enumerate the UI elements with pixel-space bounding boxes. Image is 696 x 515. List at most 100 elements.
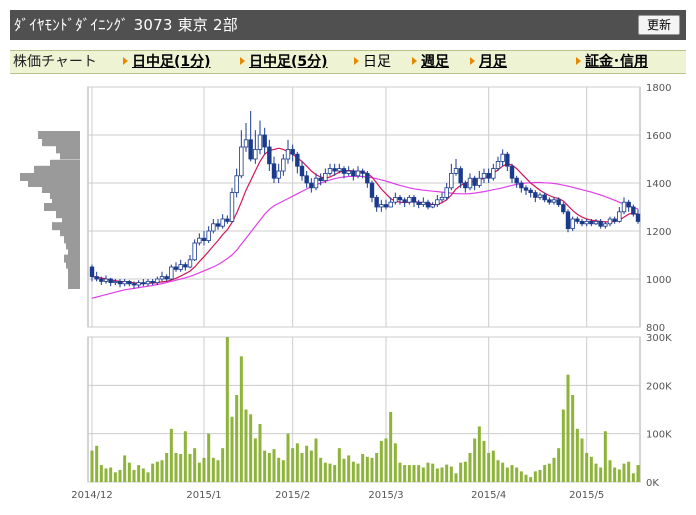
candlestick: [243, 123, 249, 152]
candlestick: [122, 279, 127, 287]
candlestick: [612, 216, 617, 224]
candlestick: [183, 262, 188, 271]
volume-bar: [365, 456, 369, 482]
volume-bar: [636, 465, 640, 482]
candle-body-up: [206, 230, 211, 242]
volume-profile-bar: [42, 185, 80, 193]
candlestick: [416, 199, 421, 209]
volume-bar: [631, 473, 635, 482]
volume-bar: [319, 457, 323, 482]
volume-tick-label: 0K: [646, 478, 659, 489]
x-tick-label: 2015/5: [569, 490, 604, 501]
candle-body-up: [239, 146, 244, 177]
volume-bar: [272, 449, 276, 482]
candle-body-up: [435, 199, 440, 206]
candlestick: [304, 171, 309, 188]
candle-body-down: [598, 220, 603, 227]
candlestick: [290, 144, 295, 162]
candlestick: [523, 185, 529, 195]
volume-bar: [263, 450, 267, 482]
volume-bar: [137, 465, 141, 482]
candle-body-down: [267, 146, 272, 165]
x-tick-label: 2014/12: [71, 490, 113, 501]
volume-bar: [356, 463, 360, 482]
candle-body-down: [201, 237, 207, 241]
candlestick: [281, 154, 286, 176]
volume-bar: [482, 440, 486, 482]
volume-bar: [207, 433, 211, 482]
volume-profile-bar: [68, 267, 80, 276]
refresh-button[interactable]: 更新: [637, 15, 680, 35]
volume-profile-bar: [68, 275, 80, 283]
candle-body-up: [593, 220, 599, 225]
candlestick: [113, 279, 118, 285]
nav-margin-credit[interactable]: 証金･信用: [576, 51, 648, 73]
nav-intraday-1min[interactable]: 日中足(1分): [123, 51, 211, 73]
candlestick: [556, 197, 561, 207]
volume-profile-bar: [68, 281, 80, 289]
volume-bar: [328, 463, 332, 482]
candle-body-down: [579, 220, 585, 225]
candle-body-down: [127, 280, 132, 285]
candle-body-down: [589, 220, 594, 225]
candle-body-up: [187, 259, 193, 268]
nav-intraday-5min[interactable]: 日中足(5分): [240, 51, 328, 73]
title-bar: ﾀﾞｲﾔﾓﾝﾄﾞﾀﾞｲﾆﾝｸﾞ 3073 東京 2部 更新: [10, 10, 686, 40]
volume-profile-bar: [52, 222, 80, 231]
candle-body-down: [383, 204, 389, 208]
candlestick: [178, 259, 183, 272]
volume-bar: [258, 424, 262, 482]
volume-bar: [594, 463, 598, 482]
candlestick: [402, 197, 407, 207]
candle-body-down: [561, 204, 566, 213]
candlestick: [253, 130, 258, 164]
candle-body-down: [626, 201, 631, 208]
volume-bar: [118, 469, 122, 482]
candle-body-down: [519, 182, 524, 189]
volume-bar: [337, 448, 341, 482]
candlestick: [393, 192, 398, 205]
candlestick: [388, 197, 393, 208]
candle-body-up: [346, 170, 351, 174]
candle-body-down: [416, 201, 421, 205]
volume-bar: [393, 443, 397, 482]
candlestick: [355, 166, 361, 179]
volume-bar: [627, 461, 631, 482]
volume-profile-bar: [60, 151, 80, 160]
candle-body-up: [444, 187, 449, 198]
candle-body-up: [453, 168, 459, 174]
volume-bar: [291, 448, 295, 482]
volume-bar: [146, 472, 150, 482]
volume-bar: [323, 462, 327, 482]
candle-body-up: [122, 280, 127, 285]
candlestick: [117, 279, 123, 288]
volume-bar: [505, 467, 509, 482]
candlestick: [561, 202, 566, 215]
candlestick: [519, 180, 524, 193]
candle-body-down: [309, 182, 314, 189]
candlestick: [477, 171, 482, 188]
volume-bar: [333, 465, 337, 482]
candle-body-up: [197, 237, 202, 244]
candlestick: [187, 255, 193, 269]
nav-weekly[interactable]: 週足: [412, 51, 449, 73]
candle-body-down: [374, 196, 379, 208]
volume-bar: [169, 428, 173, 482]
candlestick: [229, 187, 235, 223]
candle-body-down: [290, 148, 295, 155]
volume-bar: [370, 457, 374, 482]
candle-body-down: [262, 134, 267, 148]
volume-bar: [235, 395, 239, 482]
nav-monthly[interactable]: 月足: [470, 51, 507, 73]
triangle-right-icon: [240, 57, 245, 65]
volume-bar: [113, 472, 117, 482]
candle-body-down: [141, 282, 146, 285]
candlestick: [528, 187, 533, 198]
x-tick-label: 2015/2: [275, 490, 310, 501]
candlestick: [430, 202, 435, 209]
candlestick: [444, 183, 449, 200]
candlestick: [267, 139, 272, 171]
candlestick: [164, 274, 169, 282]
candle-body-up: [234, 175, 239, 194]
candlestick: [309, 178, 314, 193]
